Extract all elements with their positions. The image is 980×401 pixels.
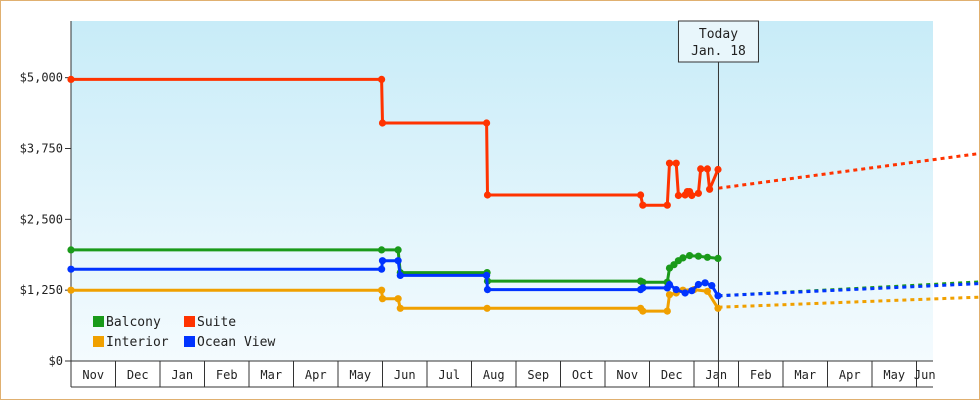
data-point-suite bbox=[695, 190, 702, 197]
data-point-suite bbox=[714, 166, 721, 173]
data-point-suite bbox=[483, 119, 490, 126]
data-point-interior bbox=[67, 287, 74, 294]
data-point-ocean-view bbox=[378, 266, 385, 273]
data-point-balcony bbox=[67, 246, 74, 253]
data-point-balcony bbox=[679, 254, 686, 261]
x-tick-label: May bbox=[883, 368, 905, 382]
data-point-interior bbox=[395, 295, 402, 302]
data-point-suite bbox=[378, 76, 385, 83]
legend-label-interior: Interior bbox=[106, 335, 169, 350]
data-point-suite bbox=[67, 76, 74, 83]
y-tick-label: $2,500 bbox=[20, 212, 63, 226]
legend-label-balcony: Balcony bbox=[106, 315, 161, 330]
legend-swatch-balcony bbox=[93, 316, 104, 327]
today-label: Today bbox=[699, 27, 738, 42]
data-point-interior bbox=[666, 291, 673, 298]
x-axis: Nov Dec Jan Feb Mar Apr May Jun Jul Aug Sep Oct Nov D… bbox=[71, 361, 936, 387]
data-point-interior bbox=[397, 305, 404, 312]
data-point-suite bbox=[673, 160, 680, 167]
data-point-ocean-view bbox=[708, 282, 715, 289]
data-point-interior bbox=[664, 308, 671, 315]
data-point-ocean-view bbox=[395, 257, 402, 264]
y-tick-label: $0 bbox=[49, 354, 63, 368]
x-tick-label: Dec bbox=[661, 368, 683, 382]
data-point-interior bbox=[379, 295, 386, 302]
legend-label-suite: Suite bbox=[197, 315, 236, 330]
data-point-suite bbox=[637, 191, 644, 198]
data-point-ocean-view bbox=[483, 272, 490, 279]
plot-area bbox=[71, 21, 933, 361]
data-point-ocean-view bbox=[639, 284, 646, 291]
legend-swatch-interior bbox=[93, 336, 104, 347]
data-point-suite bbox=[484, 191, 491, 198]
x-tick-label: Apr bbox=[839, 368, 861, 382]
data-point-ocean-view bbox=[379, 257, 386, 264]
x-tick-label: Jan bbox=[171, 368, 193, 382]
x-tick-label: Jan bbox=[705, 368, 727, 382]
data-point-ocean-view bbox=[666, 281, 673, 288]
legend-swatch-ocean-view bbox=[184, 336, 195, 347]
data-point-suite bbox=[664, 202, 671, 209]
data-point-suite bbox=[688, 192, 695, 199]
x-tick-label: Oct bbox=[572, 368, 594, 382]
data-point-balcony bbox=[395, 246, 402, 253]
x-tick-label: Apr bbox=[305, 368, 327, 382]
data-point-ocean-view bbox=[484, 286, 491, 293]
x-tick-label: Feb bbox=[750, 368, 772, 382]
data-point-ocean-view bbox=[688, 287, 695, 294]
x-tick-label: May bbox=[349, 368, 371, 382]
data-point-balcony bbox=[704, 254, 711, 261]
data-point-interior bbox=[704, 288, 711, 295]
data-point-balcony bbox=[686, 252, 693, 259]
data-point-interior bbox=[378, 287, 385, 294]
data-point-suite bbox=[704, 165, 711, 172]
data-point-suite bbox=[666, 160, 673, 167]
data-point-suite bbox=[697, 165, 704, 172]
x-tick-label: Mar bbox=[260, 368, 282, 382]
data-point-balcony bbox=[378, 246, 385, 253]
legend-swatch-suite bbox=[184, 316, 195, 327]
data-point-ocean-view bbox=[673, 286, 680, 293]
x-tick-label: Jun bbox=[394, 368, 416, 382]
data-point-interior bbox=[484, 305, 491, 312]
data-point-suite bbox=[706, 186, 713, 193]
x-tick-label: Feb bbox=[216, 368, 238, 382]
x-tick-label: Dec bbox=[127, 368, 149, 382]
y-axis: $0 $1,250 $2,500 $3,750 $5,000 bbox=[20, 71, 71, 368]
y-tick-label: $3,750 bbox=[20, 142, 63, 156]
x-tick-label: Sep bbox=[527, 368, 549, 382]
y-tick-label: $5,000 bbox=[20, 71, 63, 85]
x-tick-label: Aug bbox=[483, 368, 505, 382]
data-point-interior bbox=[639, 308, 646, 315]
x-tick-label: Jul bbox=[438, 368, 460, 382]
data-point-ocean-view bbox=[695, 281, 702, 288]
x-tick-label: Mar bbox=[794, 368, 816, 382]
x-tick-label: Nov bbox=[616, 368, 638, 382]
data-point-suite bbox=[379, 119, 386, 126]
data-point-balcony bbox=[714, 255, 721, 262]
data-point-balcony bbox=[695, 253, 702, 260]
data-point-ocean-view bbox=[682, 289, 689, 296]
legend-label-ocean-view: Ocean View bbox=[197, 335, 275, 350]
data-point-suite bbox=[639, 202, 646, 209]
today-date: Jan. 18 bbox=[691, 44, 746, 59]
data-point-ocean-view bbox=[397, 272, 404, 279]
data-point-ocean-view bbox=[67, 266, 74, 273]
x-tick-label: Nov bbox=[82, 368, 104, 382]
x-tick-label: Jun bbox=[914, 368, 936, 382]
data-point-ocean-view bbox=[702, 279, 709, 286]
y-tick-label: $1,250 bbox=[20, 283, 63, 297]
data-point-suite bbox=[675, 192, 682, 199]
